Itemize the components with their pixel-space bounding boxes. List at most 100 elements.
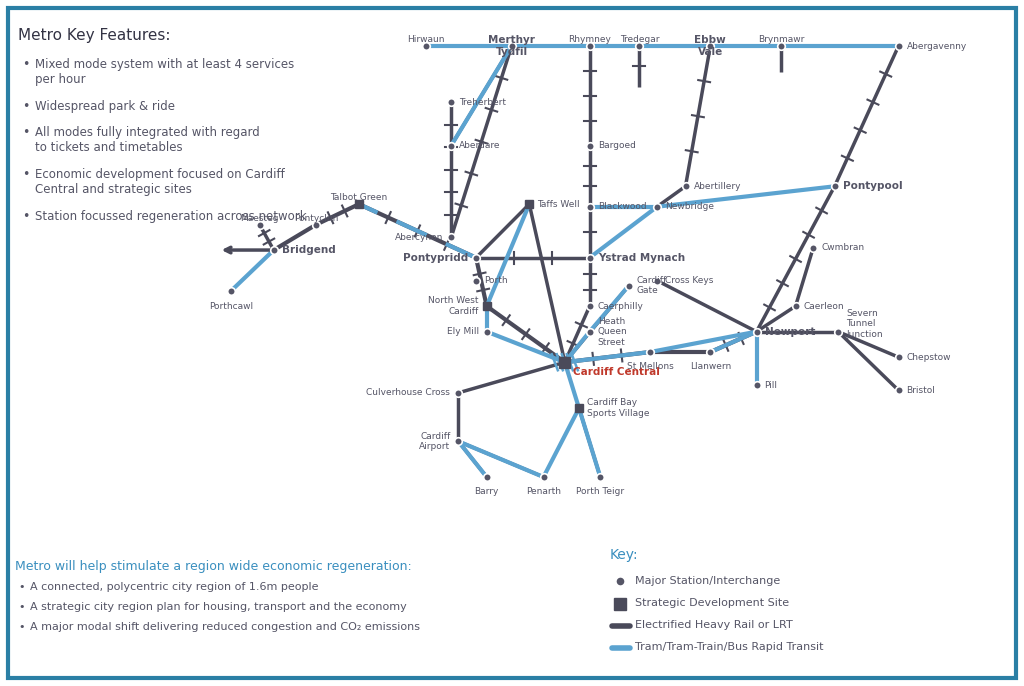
Text: Heath
Queen
Street: Heath Queen Street bbox=[598, 317, 628, 346]
Point bbox=[649, 201, 666, 212]
Bar bbox=[559, 357, 570, 368]
Point bbox=[890, 352, 906, 363]
Point bbox=[677, 181, 693, 192]
Text: Merthyr
Tydfil: Merthyr Tydfil bbox=[488, 35, 535, 57]
Text: Brynmawr: Brynmawr bbox=[758, 35, 805, 44]
Text: North West
Cardiff: North West Cardiff bbox=[428, 296, 478, 316]
Text: Llanwern: Llanwern bbox=[690, 362, 731, 371]
Point bbox=[805, 242, 821, 253]
Point bbox=[749, 380, 765, 391]
Point bbox=[478, 326, 495, 337]
Text: Aberdare: Aberdare bbox=[459, 141, 501, 150]
Point bbox=[478, 471, 495, 482]
Point bbox=[830, 326, 847, 337]
Bar bbox=[525, 200, 534, 208]
Text: Electrified Heavy Rail or LRT: Electrified Heavy Rail or LRT bbox=[635, 620, 793, 630]
Bar bbox=[355, 200, 362, 208]
Point bbox=[443, 140, 460, 151]
Point bbox=[582, 140, 598, 151]
Text: Maesteg: Maesteg bbox=[241, 213, 279, 222]
Text: Caerphilly: Caerphilly bbox=[598, 302, 643, 311]
Text: Cwmbran: Cwmbran bbox=[821, 243, 864, 252]
Text: Barry: Barry bbox=[474, 487, 499, 496]
Text: Porth: Porth bbox=[484, 276, 508, 285]
Point bbox=[582, 252, 598, 263]
Point bbox=[631, 40, 647, 51]
Point bbox=[468, 275, 484, 286]
Text: Hirwaun: Hirwaun bbox=[408, 35, 445, 44]
Point bbox=[749, 326, 765, 337]
Text: Severn
Tunnel
Junction: Severn Tunnel Junction bbox=[846, 309, 883, 339]
Text: Chepstow: Chepstow bbox=[906, 353, 951, 362]
Text: A strategic city region plan for housing, transport and the economy: A strategic city region plan for housing… bbox=[30, 602, 407, 612]
Point bbox=[642, 346, 658, 357]
Point bbox=[251, 219, 267, 230]
Text: Abertillery: Abertillery bbox=[693, 182, 741, 191]
Point bbox=[649, 275, 666, 286]
Point bbox=[223, 285, 240, 296]
Text: Station focussed regeneration across network: Station focussed regeneration across net… bbox=[35, 210, 306, 223]
Point bbox=[890, 40, 906, 51]
Point bbox=[443, 232, 460, 243]
Point bbox=[265, 245, 282, 256]
Point bbox=[582, 326, 598, 337]
Text: Cardiff Bay
Sports Village: Cardiff Bay Sports Village bbox=[587, 399, 649, 418]
Text: Penarth: Penarth bbox=[526, 487, 561, 496]
Text: Pontyclun: Pontyclun bbox=[294, 213, 339, 222]
Point bbox=[592, 471, 608, 482]
Text: Strategic Development Site: Strategic Development Site bbox=[635, 598, 790, 608]
Text: Major Station/Interchange: Major Station/Interchange bbox=[635, 576, 780, 586]
Text: All modes fully integrated with regard
to tickets and timetables: All modes fully integrated with regard t… bbox=[35, 126, 260, 154]
Text: •: • bbox=[18, 582, 25, 592]
Point bbox=[621, 281, 637, 292]
Point bbox=[557, 357, 573, 368]
Bar bbox=[614, 598, 626, 610]
Point bbox=[773, 40, 790, 51]
Text: Pontypridd: Pontypridd bbox=[402, 252, 468, 263]
Text: A connected, polycentric city region of 1.6m people: A connected, polycentric city region of … bbox=[30, 582, 318, 592]
Point bbox=[702, 346, 719, 357]
Text: Ely Mill: Ely Mill bbox=[446, 327, 478, 336]
Point bbox=[787, 300, 804, 311]
Text: Talbot Green: Talbot Green bbox=[331, 193, 387, 202]
Text: St Mellons: St Mellons bbox=[627, 362, 674, 371]
Text: Porthcawl: Porthcawl bbox=[209, 302, 253, 311]
Text: Metro Key Features:: Metro Key Features: bbox=[18, 28, 171, 43]
Text: Cardiff
Gate: Cardiff Gate bbox=[637, 276, 667, 296]
Text: Economic development focused on Cardiff
Central and strategic sites: Economic development focused on Cardiff … bbox=[35, 168, 285, 196]
Text: Taffs Well: Taffs Well bbox=[538, 200, 580, 209]
Text: Ebbw
Vale: Ebbw Vale bbox=[694, 35, 726, 57]
Point bbox=[536, 471, 552, 482]
Text: Newport: Newport bbox=[765, 327, 815, 337]
Text: Treherbert: Treherbert bbox=[459, 97, 506, 106]
Text: Metro will help stimulate a region wide economic regeneration:: Metro will help stimulate a region wide … bbox=[15, 560, 412, 573]
Point bbox=[451, 388, 467, 399]
Point bbox=[468, 252, 484, 263]
Point bbox=[504, 40, 520, 51]
Text: Blackwood: Blackwood bbox=[598, 202, 646, 211]
Text: Widespread park & ride: Widespread park & ride bbox=[35, 100, 175, 113]
Point bbox=[418, 40, 434, 51]
Text: Cardiff
Airport: Cardiff Airport bbox=[419, 431, 451, 451]
Point bbox=[611, 576, 628, 587]
Text: •: • bbox=[22, 210, 30, 223]
Text: Tram/Tram-Train/Bus Rapid Transit: Tram/Tram-Train/Bus Rapid Transit bbox=[635, 642, 823, 652]
Text: Cross Keys: Cross Keys bbox=[666, 276, 714, 285]
Text: A major modal shift delivering reduced congestion and CO₂ emissions: A major modal shift delivering reduced c… bbox=[30, 622, 420, 632]
Text: •: • bbox=[22, 168, 30, 181]
Text: Cardiff Central: Cardiff Central bbox=[572, 367, 659, 377]
Text: Bridgend: Bridgend bbox=[282, 245, 336, 255]
Text: Key:: Key: bbox=[610, 548, 639, 562]
Text: •: • bbox=[22, 58, 30, 71]
Text: Abercynon: Abercynon bbox=[395, 233, 443, 241]
Point bbox=[582, 300, 598, 311]
Point bbox=[702, 40, 719, 51]
Bar bbox=[482, 302, 490, 310]
Point bbox=[451, 436, 467, 447]
Text: Abergavenny: Abergavenny bbox=[906, 42, 967, 51]
Point bbox=[582, 201, 598, 212]
Bar bbox=[575, 404, 583, 412]
Text: Tredegar: Tredegar bbox=[620, 35, 659, 44]
Point bbox=[582, 40, 598, 51]
Text: Bargoed: Bargoed bbox=[598, 141, 636, 150]
